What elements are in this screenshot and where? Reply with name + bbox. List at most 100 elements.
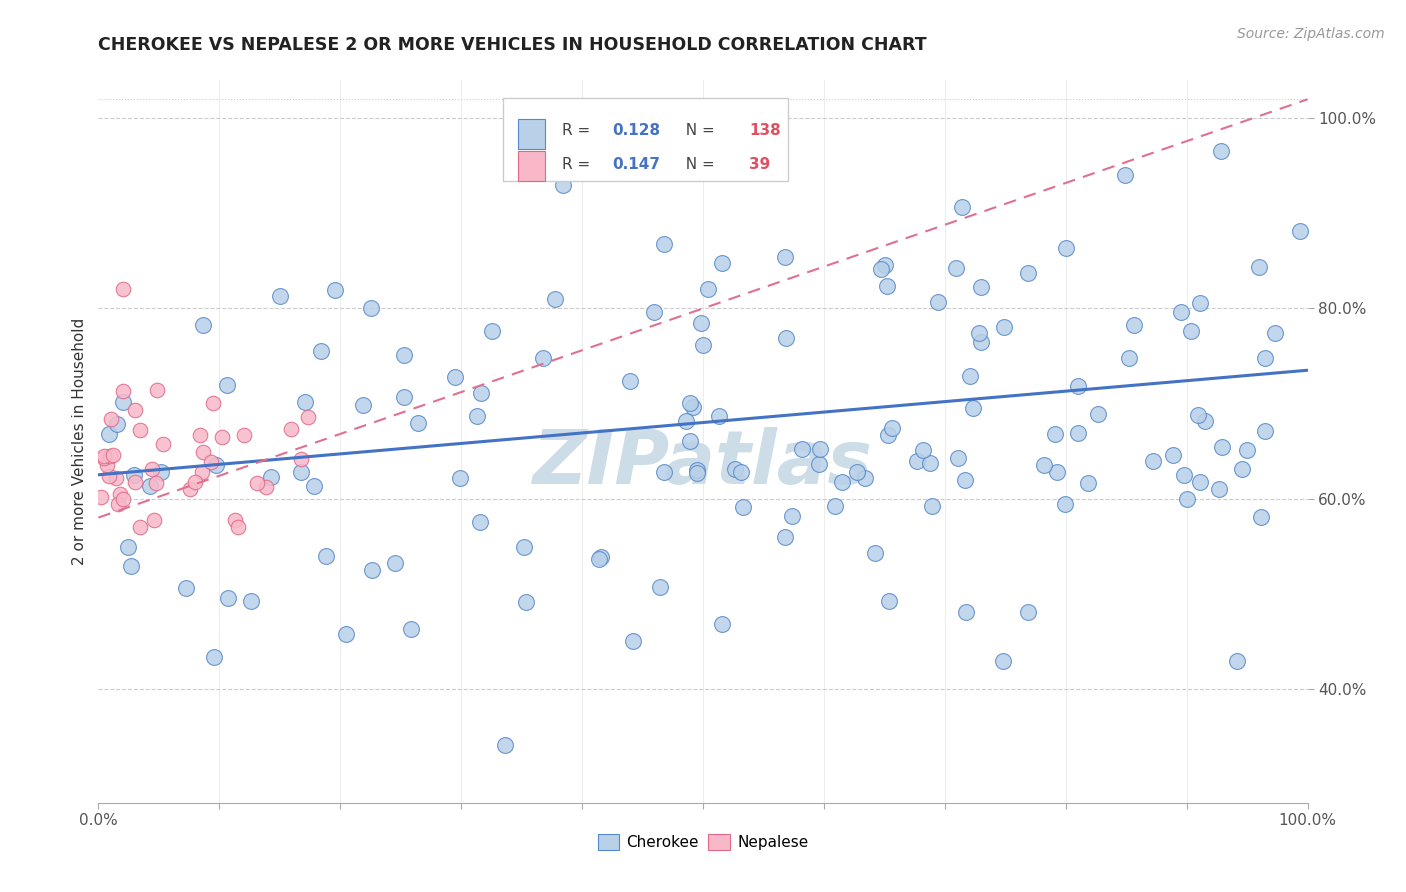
Point — [1226, 654, 1249, 668]
Point — [652, 236, 675, 251]
Point — [675, 414, 697, 428]
Point — [494, 738, 516, 752]
Point — [921, 499, 943, 513]
Point — [90, 490, 112, 504]
Point — [1087, 407, 1109, 421]
Point — [955, 473, 977, 487]
Point — [1180, 324, 1202, 338]
Point — [105, 417, 128, 432]
Point — [686, 463, 709, 477]
Point — [918, 456, 941, 470]
Point — [531, 351, 554, 365]
Point — [876, 279, 898, 293]
Text: R =: R = — [561, 157, 595, 172]
Point — [297, 410, 319, 425]
Text: N =: N = — [676, 123, 720, 138]
Point — [1017, 605, 1039, 619]
Point — [124, 475, 146, 489]
Point — [775, 331, 797, 345]
Point — [945, 261, 967, 276]
Point — [948, 451, 970, 466]
Point — [1289, 224, 1312, 238]
Text: 0.147: 0.147 — [613, 157, 661, 172]
Point — [111, 282, 134, 296]
Point — [780, 508, 803, 523]
Point — [1142, 454, 1164, 468]
Point — [105, 471, 128, 485]
Point — [191, 465, 214, 479]
Point — [191, 318, 214, 333]
Point — [1250, 509, 1272, 524]
Text: Source: ZipAtlas.com: Source: ZipAtlas.com — [1237, 27, 1385, 41]
Point — [711, 255, 734, 269]
Point — [150, 465, 173, 479]
Point — [679, 396, 702, 410]
Point — [269, 289, 291, 303]
Point — [93, 451, 115, 466]
Text: ZIPatlas: ZIPatlas — [533, 426, 873, 500]
Point — [733, 500, 755, 515]
Point — [323, 283, 346, 297]
Point — [145, 476, 167, 491]
Point — [124, 403, 146, 417]
Point — [302, 479, 325, 493]
Point — [335, 627, 357, 641]
Legend: Cherokee, Nepalese: Cherokee, Nepalese — [592, 829, 814, 856]
Point — [246, 475, 269, 490]
Point — [384, 556, 406, 570]
Text: CHEROKEE VS NEPALESE 2 OR MORE VEHICLES IN HOUSEHOLD CORRELATION CHART: CHEROKEE VS NEPALESE 2 OR MORE VEHICLES … — [98, 36, 927, 54]
Point — [1066, 378, 1088, 392]
Point — [1114, 168, 1136, 182]
Point — [730, 465, 752, 479]
Point — [184, 475, 207, 490]
Point — [991, 654, 1014, 668]
Point — [955, 605, 977, 619]
Point — [211, 430, 233, 444]
Point — [970, 279, 993, 293]
Point — [120, 559, 142, 574]
Point — [179, 482, 201, 496]
Point — [1123, 318, 1146, 332]
Text: N =: N = — [676, 157, 720, 172]
Point — [870, 262, 893, 277]
Point — [139, 479, 162, 493]
Point — [315, 549, 337, 563]
Point — [1170, 305, 1192, 319]
Point — [399, 622, 422, 636]
Point — [1173, 468, 1195, 483]
Point — [654, 465, 676, 479]
Point — [93, 449, 115, 463]
Point — [682, 400, 704, 414]
Point — [1254, 424, 1277, 438]
Point — [107, 497, 129, 511]
Point — [1067, 425, 1090, 440]
Point — [361, 563, 384, 577]
Point — [790, 442, 813, 456]
Point — [1236, 443, 1258, 458]
Point — [1230, 461, 1253, 475]
Point — [912, 442, 935, 457]
Point — [406, 416, 429, 430]
Point — [679, 434, 702, 448]
Point — [200, 455, 222, 469]
Point — [360, 301, 382, 316]
Point — [807, 457, 830, 471]
Point — [1017, 266, 1039, 280]
Point — [290, 451, 312, 466]
Point — [970, 335, 993, 350]
Point — [643, 305, 665, 319]
Point — [97, 426, 120, 441]
Point — [512, 540, 534, 554]
Point — [254, 480, 277, 494]
Point — [108, 487, 131, 501]
Point — [188, 428, 211, 442]
Point — [98, 449, 121, 463]
Point — [962, 401, 984, 415]
Point — [621, 634, 644, 648]
Point — [589, 549, 612, 564]
Point — [294, 394, 316, 409]
Point — [97, 469, 120, 483]
Point — [239, 594, 262, 608]
Point — [309, 344, 332, 359]
Point — [1264, 326, 1286, 340]
